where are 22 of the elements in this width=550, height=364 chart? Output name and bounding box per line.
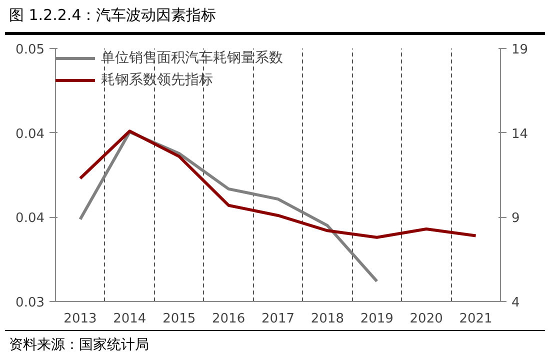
- y2-tick-label: 4: [512, 296, 520, 310]
- y2-tick-label: 14: [512, 126, 528, 142]
- x-tick-label: 2017: [261, 312, 295, 326]
- x-tick-label: 2021: [459, 312, 492, 326]
- x-tick-label: 2014: [113, 312, 146, 326]
- y2-tick-label: 9: [512, 211, 520, 226]
- y-tick-label: 0.05: [16, 42, 45, 58]
- x-tick-label: 2019: [360, 312, 394, 326]
- x-tick-label: 2020: [410, 312, 443, 326]
- y-tick-label: 0.04: [16, 211, 45, 226]
- x-tick-label: 2015: [162, 312, 196, 326]
- text: 资料来源：国家统计局: [9, 336, 149, 355]
- legend-label: 单位销售面积汽车耗钢量系数: [101, 49, 283, 67]
- x-tick-label: 2016: [212, 312, 246, 326]
- x-tick-label: 2013: [64, 312, 97, 326]
- y2-tick-label: 19: [512, 42, 528, 58]
- chart-title: 图 1.2.2.4：汽车波动因素指标: [9, 5, 216, 26]
- y-tick-label: 0.04: [16, 126, 45, 142]
- line-series: [78, 130, 478, 239]
- legend-label: 耗钢系数领先指标: [101, 71, 213, 89]
- x-tick-label: 2018: [310, 312, 344, 326]
- y-tick-label: 0.03: [16, 296, 45, 310]
